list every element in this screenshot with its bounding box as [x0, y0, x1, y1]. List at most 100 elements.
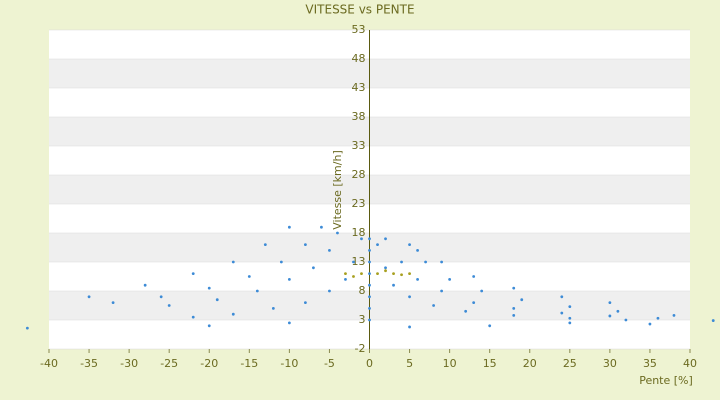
point	[560, 295, 564, 299]
y-tick-label: 18	[352, 226, 366, 239]
point	[368, 307, 371, 310]
point	[368, 295, 371, 299]
x-tick-label: 0	[366, 357, 373, 370]
point	[464, 309, 468, 313]
y-tick-label: 53	[352, 23, 366, 36]
point	[368, 237, 371, 241]
point	[231, 260, 235, 264]
point	[568, 321, 572, 325]
point	[711, 319, 715, 322]
point	[624, 318, 628, 322]
point	[263, 243, 267, 247]
point	[384, 237, 387, 241]
point	[191, 272, 195, 275]
point	[360, 272, 363, 275]
point	[424, 260, 427, 264]
point	[608, 314, 612, 318]
point	[392, 283, 395, 287]
y-tick-label: 8	[359, 284, 366, 297]
point	[304, 243, 307, 247]
point	[344, 278, 347, 281]
point	[368, 318, 371, 322]
point	[143, 283, 147, 287]
point	[336, 231, 339, 235]
y-tick-label: 13	[352, 255, 366, 268]
x-tick-label: 35	[643, 357, 657, 370]
point	[512, 307, 516, 310]
point	[207, 286, 211, 290]
point	[408, 295, 411, 299]
point	[328, 289, 331, 293]
point	[360, 237, 363, 241]
point	[312, 266, 315, 270]
point	[271, 307, 275, 310]
y-tick-label: 23	[352, 197, 366, 210]
point	[376, 272, 379, 275]
point	[207, 324, 211, 328]
x-tick-label: 10	[443, 357, 457, 370]
point	[416, 278, 419, 281]
point	[279, 260, 283, 264]
y-tick-label: 3	[359, 313, 366, 326]
point	[304, 301, 307, 304]
point	[568, 316, 572, 320]
point	[616, 309, 620, 313]
y-tick-label: 38	[352, 110, 366, 123]
point	[111, 301, 115, 304]
point	[512, 286, 516, 290]
x-tick-label: -5	[324, 357, 335, 370]
point	[159, 295, 163, 299]
point	[392, 272, 395, 275]
x-tick-label: 15	[483, 357, 497, 370]
point	[480, 289, 484, 293]
point	[344, 272, 347, 275]
point	[384, 269, 387, 273]
point	[287, 321, 291, 325]
x-tick-label: -35	[80, 357, 98, 370]
x-tick-label: 20	[523, 357, 537, 370]
point	[472, 275, 476, 278]
y-tick-label: 28	[352, 168, 366, 181]
point	[368, 260, 371, 264]
point	[408, 272, 411, 275]
x-tick-label: -20	[200, 357, 218, 370]
point	[320, 225, 323, 229]
point	[472, 301, 476, 304]
x-tick-label: -30	[120, 357, 138, 370]
x-tick-label: -10	[280, 357, 298, 370]
point	[440, 260, 444, 264]
point	[287, 278, 291, 281]
x-tick-label: -15	[240, 357, 258, 370]
point	[448, 278, 452, 281]
point	[384, 266, 387, 270]
point	[408, 325, 411, 329]
point	[672, 313, 676, 317]
point	[400, 273, 403, 277]
x-tick-label: 30	[603, 357, 617, 370]
point	[368, 249, 371, 252]
y-tick-label: 43	[352, 81, 366, 94]
point	[400, 260, 403, 264]
point	[608, 301, 612, 304]
x-tick-label: -25	[160, 357, 178, 370]
point	[512, 313, 516, 317]
point	[648, 322, 652, 326]
point	[215, 298, 219, 302]
point	[440, 289, 444, 293]
point	[656, 316, 660, 320]
point	[352, 260, 355, 264]
point	[368, 283, 371, 287]
x-tick-label: 5	[406, 357, 413, 370]
point	[416, 249, 419, 252]
point	[376, 243, 379, 247]
point	[167, 304, 171, 307]
point	[352, 275, 355, 278]
x-axis-title: Pente [%]	[639, 374, 693, 387]
point	[328, 249, 331, 252]
y-tick-label: -2	[355, 342, 366, 355]
chart-title: VITESSE vs PENTE	[305, 3, 414, 17]
point	[231, 312, 235, 316]
point	[25, 326, 29, 330]
y-tick-label: 48	[352, 52, 366, 65]
